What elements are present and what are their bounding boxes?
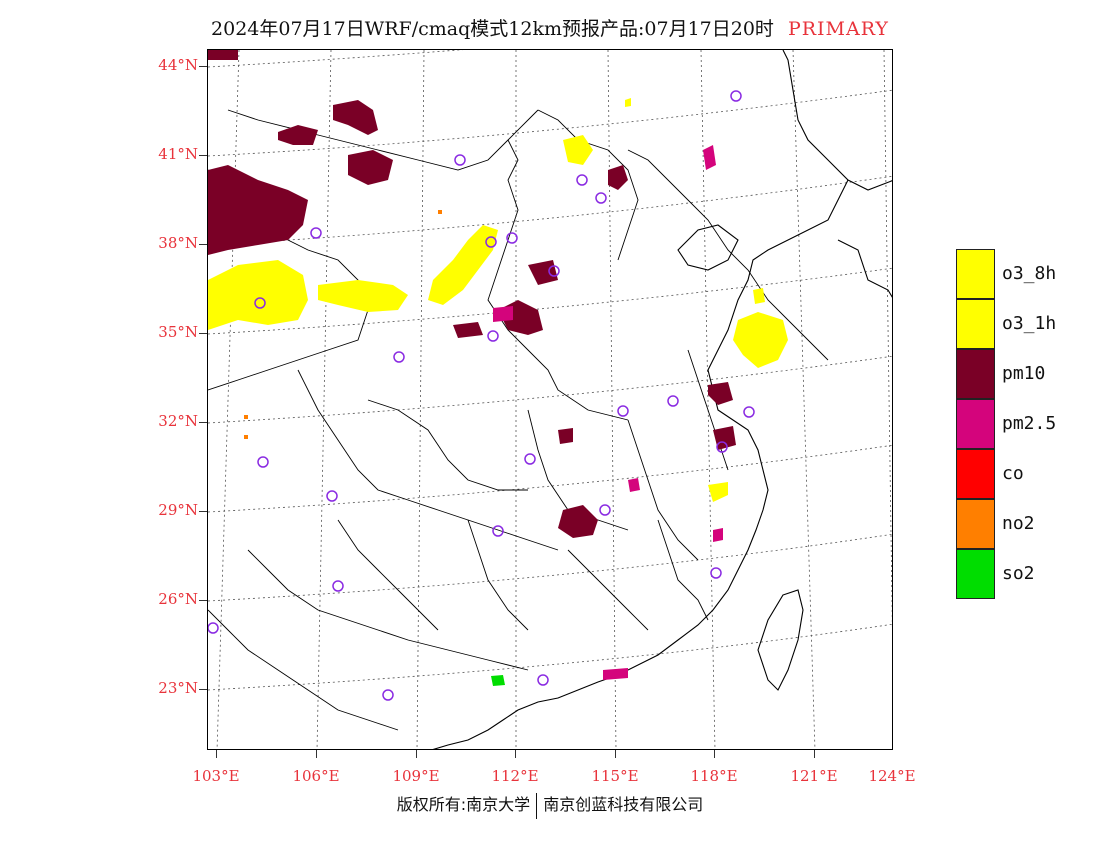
lat-label-38: 38°N (158, 234, 198, 252)
lon-tick (714, 749, 716, 758)
legend-swatch (956, 399, 995, 449)
lat-label-29: 29°N (158, 501, 198, 519)
so2-areas (491, 675, 505, 686)
lat-tick (199, 600, 208, 602)
copyright-company: 南京创蓝科技有限公司 (543, 795, 704, 814)
o3-areas (208, 98, 788, 502)
coastline (432, 50, 892, 749)
lat-label-26: 26°N (158, 590, 198, 608)
lat-tick (199, 333, 208, 335)
legend-swatch (956, 299, 995, 349)
legend-label: so2 (1002, 563, 1035, 584)
legend-label: pm2.5 (1002, 413, 1057, 434)
lon-tick (515, 749, 517, 758)
lon-tick (615, 749, 617, 758)
legend-label: no2 (1002, 513, 1035, 534)
lat-label-23: 23°N (158, 679, 198, 697)
map-canvas[interactable] (208, 50, 893, 750)
lat-tick (199, 244, 208, 246)
lat-label-44: 44°N (158, 56, 198, 74)
lon-label-124: 124°E (868, 767, 916, 785)
lon-label-118: 118°E (690, 767, 738, 785)
lon-label-103: 103°E (192, 767, 240, 785)
lat-tick (199, 66, 208, 68)
lat-tick (199, 155, 208, 157)
lon-label-112: 112°E (491, 767, 539, 785)
lon-label-106: 106°E (292, 767, 340, 785)
lat-tick (199, 511, 208, 513)
lat-tick (199, 689, 208, 691)
lon-tick (316, 749, 318, 758)
lon-label-115: 115°E (591, 767, 639, 785)
lat-label-32: 32°N (158, 412, 198, 430)
legend-label: pm10 (1002, 363, 1046, 384)
lat-label-35: 35°N (158, 323, 198, 341)
map-title: 2024年07月17日WRF/cmaq模式12km预报产品:07月17日20时 P… (0, 14, 1100, 41)
legend-label: co (1002, 463, 1024, 484)
lon-label-109: 109°E (392, 767, 440, 785)
lon-tick (216, 749, 218, 758)
legend-label: o3_8h (1002, 263, 1057, 284)
no2-areas (244, 210, 442, 439)
footer-divider (536, 792, 538, 819)
admin-boundaries (208, 109, 829, 731)
pm10-areas (208, 50, 736, 538)
copyright-footer: 版权所有:南京大学 南京创蓝科技有限公司 (0, 791, 1100, 819)
legend-swatch (956, 549, 995, 599)
longitude-gridlines (216, 50, 892, 749)
pm25-areas (493, 145, 723, 680)
primary-tag: PRIMARY (787, 18, 889, 40)
legend-label: o3_1h (1002, 313, 1057, 334)
lon-label-121: 121°E (790, 767, 838, 785)
map-panel[interactable] (207, 49, 893, 750)
lon-tick (416, 749, 418, 758)
lon-tick (814, 749, 816, 758)
legend-swatch (956, 249, 995, 299)
station-markers (208, 90, 755, 701)
legend-swatch (956, 449, 995, 499)
lat-label-41: 41°N (158, 145, 198, 163)
legend-swatch (956, 349, 995, 399)
copyright-owner: 版权所有:南京大学 (396, 795, 531, 814)
title-text: 2024年07月17日WRF/cmaq模式12km预报产品:07月17日20时 (211, 18, 774, 40)
latitude-gridlines (208, 50, 892, 691)
lat-tick (199, 422, 208, 424)
legend-swatch (956, 499, 995, 549)
